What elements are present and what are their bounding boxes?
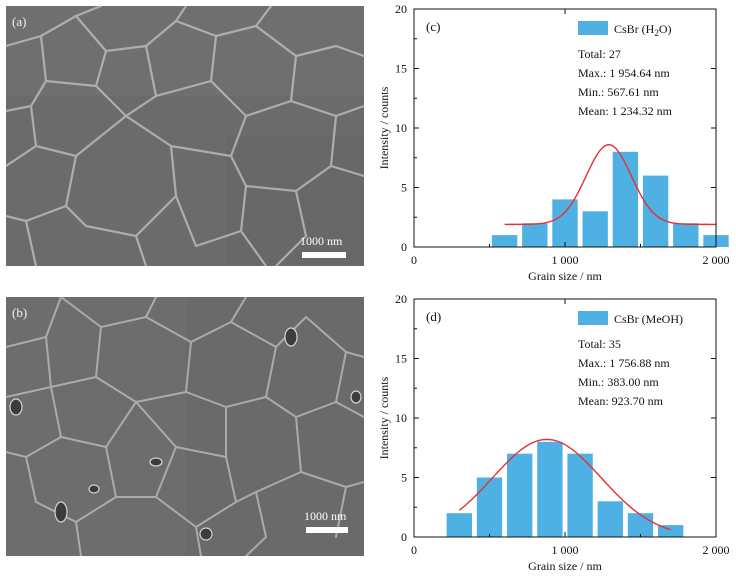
stats-line-0-1: Max.: 1 954.64 nm xyxy=(578,66,670,80)
bar-0-4 xyxy=(612,151,639,247)
y-tick-label-1-0: 0 xyxy=(401,530,407,544)
stats-line-1-0: Total: 35 xyxy=(578,337,621,351)
panel-label-1: (d) xyxy=(426,309,441,324)
scale-bar-line-a xyxy=(302,252,346,258)
x-tick-label-0-1: 1 000 xyxy=(552,253,579,267)
bar-1-4 xyxy=(567,453,593,537)
bar-0-1 xyxy=(522,223,548,247)
x-tick-label-1-2: 2 000 xyxy=(703,543,730,557)
bar-0-3 xyxy=(582,211,608,247)
scale-bar-label-a: 1000 nm xyxy=(300,234,343,248)
x-tick-label-1-0: 0 xyxy=(411,543,417,557)
legend-swatch-0 xyxy=(578,21,608,35)
grain-texture-b xyxy=(6,297,364,556)
y-tick-label-0-1: 5 xyxy=(401,181,407,195)
bar-0-0 xyxy=(491,235,518,247)
y-axis-label-1: Intensity / counts xyxy=(377,376,391,459)
y-tick-label-0-0: 0 xyxy=(401,240,407,254)
fit-curve-1 xyxy=(458,438,671,531)
stats-line-0-3: Mean: 1 234.32 nm xyxy=(578,104,673,118)
bar-0-2 xyxy=(552,199,578,247)
y-tick-label-1-2: 10 xyxy=(395,411,407,425)
scale-bar-line-b xyxy=(306,527,348,533)
plot-group-1: 0 5 10 15 20 0 1 000 2 000 Grain size / nm Intens… xyxy=(377,292,730,573)
legend-label-1: CsBr (MeOH) xyxy=(614,312,683,326)
y-tick-label-0-3: 15 xyxy=(395,62,407,76)
legend-swatch-1 xyxy=(578,311,608,325)
y-tick-label-0-4: 20 xyxy=(395,2,407,16)
stats-line-0-2: Min.: 567.61 nm xyxy=(578,85,659,99)
y-axis-label-0: Intensity / counts xyxy=(377,86,391,169)
sem-image-a: (a) 1000 nm xyxy=(6,6,364,266)
scale-bar-a: 1000 nm xyxy=(298,234,348,264)
bar-1-5 xyxy=(597,501,623,537)
panel-label-b: (b) xyxy=(12,305,28,320)
x-tick-label-0-2: 2 000 xyxy=(703,253,730,267)
plot-group-0: 0 5 10 15 20 0 1 000 2 000 Grain size / nm Intens… xyxy=(377,2,730,283)
plot-frame-1 xyxy=(413,298,717,538)
bar-1-3 xyxy=(537,441,563,537)
stats-line-1-1: Max.: 1 756.88 nm xyxy=(578,356,670,370)
y-tick-label-1-3: 15 xyxy=(395,352,407,366)
y-tick-label-1-1: 5 xyxy=(401,471,407,485)
bar-1-7 xyxy=(658,525,684,537)
panel-label-0: (c) xyxy=(426,19,440,34)
stats-line-0-0: Total: 27 xyxy=(578,47,621,61)
bar-1-6 xyxy=(627,513,654,537)
stats-line-1-2: Min.: 383.00 nm xyxy=(578,375,659,389)
bar-1-1 xyxy=(476,477,503,537)
x-axis-label-1: Grain size / nm xyxy=(528,559,602,573)
sem-image-b: (b) 1000 nm xyxy=(6,297,364,556)
bar-1-2 xyxy=(507,453,533,537)
scale-bar-label-b: 1000 nm xyxy=(304,509,347,523)
panel-label-a: (a) xyxy=(12,14,27,29)
fit-curve-0 xyxy=(504,144,716,226)
bar-1-0 xyxy=(446,513,472,537)
stats-line-1-3: Mean: 923.70 nm xyxy=(578,394,664,408)
x-axis-label-0: Grain size / nm xyxy=(528,269,602,283)
x-tick-label-1-1: 1 000 xyxy=(552,543,579,557)
x-tick-label-0-0: 0 xyxy=(411,253,417,267)
bar-0-5 xyxy=(642,175,669,247)
y-tick-label-0-2: 10 xyxy=(395,121,407,135)
bar-0-6 xyxy=(673,223,699,247)
grain-texture-a xyxy=(6,6,364,266)
scale-bar-b: 1000 nm xyxy=(302,509,358,539)
y-tick-label-1-4: 20 xyxy=(395,292,407,306)
